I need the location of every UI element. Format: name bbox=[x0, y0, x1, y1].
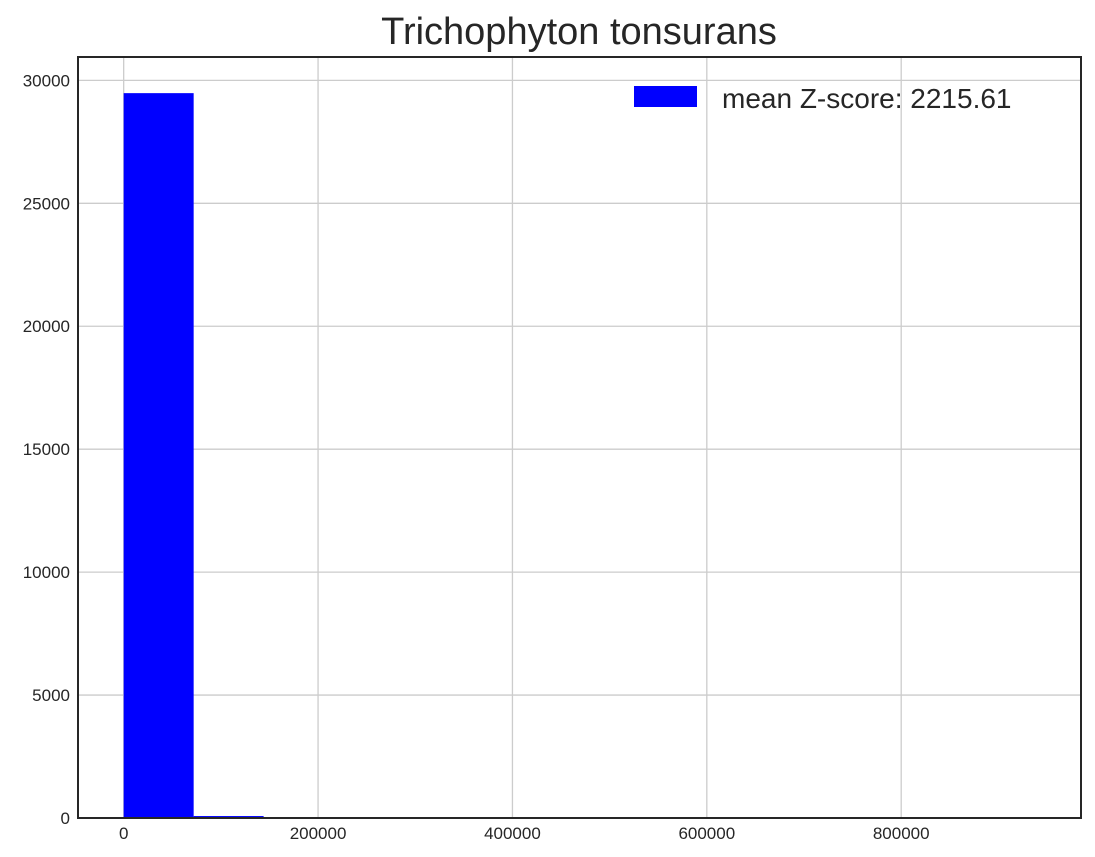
x-tick-label: 400000 bbox=[484, 824, 541, 843]
y-tick-label: 10000 bbox=[23, 563, 70, 582]
legend-label: mean Z-score: 2215.61 bbox=[722, 83, 1012, 114]
chart-title: Trichophyton tonsurans bbox=[381, 11, 777, 53]
axes-frame bbox=[77, 56, 1082, 819]
grid-lines bbox=[78, 57, 1081, 818]
y-axis-ticks: 0 5000 10000 15000 20000 25000 30000 bbox=[23, 71, 70, 828]
y-tick-label: 25000 bbox=[23, 194, 70, 213]
y-tick-label: 20000 bbox=[23, 317, 70, 336]
legend-swatch bbox=[634, 86, 697, 107]
x-tick-label: 600000 bbox=[678, 824, 735, 843]
x-tick-label: 800000 bbox=[873, 824, 930, 843]
x-axis-ticks: 0 200000 400000 600000 800000 bbox=[119, 824, 930, 843]
y-tick-label: 15000 bbox=[23, 440, 70, 459]
x-tick-label: 0 bbox=[119, 824, 128, 843]
y-tick-label: 5000 bbox=[32, 686, 70, 705]
y-tick-label: 0 bbox=[61, 809, 70, 828]
histogram-bars bbox=[123, 93, 1034, 819]
x-tick-label: 200000 bbox=[290, 824, 347, 843]
y-tick-label: 30000 bbox=[23, 71, 70, 90]
histogram-bar bbox=[123, 93, 194, 819]
legend: mean Z-score: 2215.61 bbox=[634, 83, 1012, 114]
